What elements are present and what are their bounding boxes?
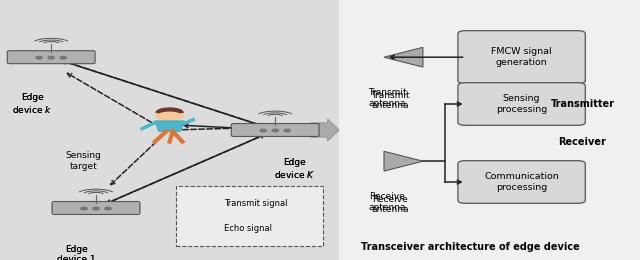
Text: Receive
antenna: Receive antenna	[369, 192, 406, 212]
Circle shape	[284, 129, 291, 132]
Text: Transmit signal: Transmit signal	[224, 199, 287, 208]
Polygon shape	[384, 151, 423, 171]
Text: Edge
device $k$: Edge device $k$	[12, 93, 52, 115]
Text: Edge
device 1: Edge device 1	[58, 245, 96, 260]
FancyBboxPatch shape	[458, 31, 585, 84]
Text: Transmit
antenna: Transmit antenna	[368, 88, 406, 108]
Circle shape	[81, 207, 87, 210]
Text: Communication
processing: Communication processing	[484, 172, 559, 192]
Circle shape	[272, 129, 278, 132]
Text: Echo signal: Echo signal	[224, 224, 272, 233]
Circle shape	[105, 207, 111, 210]
Circle shape	[156, 110, 184, 121]
FancyBboxPatch shape	[458, 161, 585, 203]
Text: Edge
device 1: Edge device 1	[58, 245, 96, 260]
Text: Sensing
processing: Sensing processing	[496, 94, 547, 114]
Circle shape	[260, 129, 266, 132]
Text: FMCW signal
generation: FMCW signal generation	[492, 48, 552, 67]
FancyBboxPatch shape	[52, 202, 140, 214]
FancyBboxPatch shape	[458, 83, 585, 125]
Circle shape	[60, 56, 67, 59]
FancyBboxPatch shape	[339, 0, 640, 260]
FancyArrow shape	[310, 119, 339, 141]
Text: Sensing
target: Sensing target	[65, 152, 101, 171]
Circle shape	[48, 56, 54, 59]
Polygon shape	[155, 121, 184, 131]
Text: Edge
device $K$: Edge device $K$	[274, 158, 315, 180]
Circle shape	[36, 56, 42, 59]
FancyBboxPatch shape	[7, 51, 95, 64]
FancyBboxPatch shape	[231, 124, 319, 136]
FancyBboxPatch shape	[176, 186, 323, 246]
Text: Receiver: Receiver	[559, 137, 606, 147]
Text: Transmit
antenna: Transmit antenna	[371, 91, 410, 110]
Text: Transmitter: Transmitter	[550, 99, 614, 109]
Text: Receive
antenna: Receive antenna	[372, 195, 409, 214]
Circle shape	[93, 207, 99, 210]
Text: Edge
device $K$: Edge device $K$	[274, 158, 315, 180]
Polygon shape	[384, 47, 423, 67]
Text: Edge
device $k$: Edge device $k$	[12, 93, 52, 115]
Text: Transceiver architecture of edge device: Transceiver architecture of edge device	[361, 242, 580, 252]
FancyBboxPatch shape	[0, 0, 339, 260]
